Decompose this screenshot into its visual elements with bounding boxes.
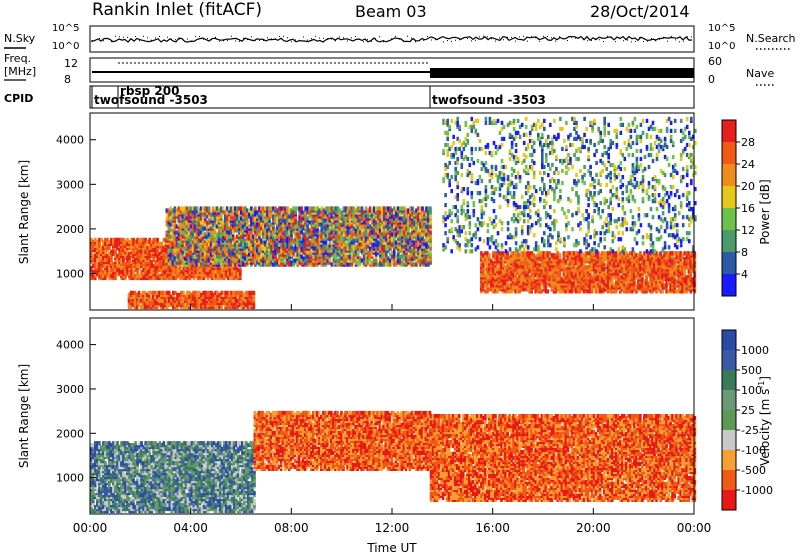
power-colorbar-label: Power [dB] xyxy=(758,179,772,244)
power-y-axis-label: Slant Range [km] xyxy=(17,160,31,264)
power-colorbar-tick-3: 16 xyxy=(741,202,755,215)
velocity-panel: 1000 2000 3000 4000 Slant Range [km] -1000 -… xyxy=(17,304,773,554)
power-colorbar-cell-3 xyxy=(722,208,736,230)
echo-region-4 xyxy=(442,117,696,254)
power-ytick-label-3: 4000 xyxy=(56,134,84,147)
velocity-colorbar-tick-6: 500 xyxy=(741,364,762,377)
power-colorbar-tick-1: 8 xyxy=(741,246,748,259)
xtick-label-5: 20:00 xyxy=(576,521,611,535)
velocity-ytick-label-3: 4000 xyxy=(56,339,84,352)
nave-tick-low: 0 xyxy=(708,73,715,86)
velocity-colorbar-tick-7: 1000 xyxy=(741,344,769,357)
nsky-tick-high: 10^5 xyxy=(52,23,79,34)
power-colorbar: 4 8 12 16 20 24 28 xyxy=(722,120,755,296)
xtick-label-3: 12:00 xyxy=(375,521,410,535)
power-heatmap xyxy=(90,117,697,309)
velocity-colorbar-cell-6 xyxy=(722,370,736,390)
echo-region-2 xyxy=(430,414,696,502)
freq-tick-low: 8 xyxy=(64,73,71,86)
cpid-entry-rbsp: rbsp 200 xyxy=(120,84,179,98)
noise-traces xyxy=(92,36,692,42)
velocity-colorbar-cell-3 xyxy=(722,430,736,450)
power-colorbar-cell-7 xyxy=(722,120,736,142)
nsearch-label: N.Search xyxy=(746,32,796,45)
velocity-colorbar-label-main: Velocity [m s xyxy=(758,389,772,466)
nsky-trace xyxy=(92,37,692,43)
power-panel: 1000 2000 3000 4000 Slant Range [km] 4 8 12 16… xyxy=(17,113,772,310)
velocity-ytick-label-0: 1000 xyxy=(56,472,84,485)
velocity-colorbar-cell-2 xyxy=(722,450,736,470)
power-colorbar-tick-5: 24 xyxy=(741,158,755,171)
power-colorbar-tick-2: 12 xyxy=(741,224,755,237)
cpid-label: CPID xyxy=(4,92,33,105)
velocity-colorbar-cell-7 xyxy=(722,350,736,370)
xtick-label-2: 08:00 xyxy=(274,521,309,535)
xtick-label-6: 00:00 xyxy=(677,521,712,535)
velocity-colorbar-cell-1 xyxy=(722,470,736,490)
freq-unit: [MHz] xyxy=(4,65,36,78)
power-colorbar-tick-4: 20 xyxy=(741,180,755,193)
xtick-label-0: 00:00 xyxy=(73,521,108,535)
nave-dense-block xyxy=(430,68,694,78)
cpid-entry-twofsound-2: twofsound -3503 xyxy=(432,93,546,107)
noise-panel: N.Sky 10^5 10^0 10^5 10^0 N.Search xyxy=(4,23,796,52)
power-colorbar-cell-2 xyxy=(722,230,736,252)
station-title: Rankin Inlet (fitACF) xyxy=(92,0,262,20)
velocity-heatmap xyxy=(90,411,696,513)
echo-region-1 xyxy=(128,291,255,309)
nave-label: Nave xyxy=(746,67,774,80)
velocity-colorbar-tick-0: -1000 xyxy=(741,484,773,497)
power-colorbar-cell-6 xyxy=(722,142,736,164)
velocity-colorbar-label-end: ] xyxy=(758,376,772,381)
power-colorbar-tick-6: 28 xyxy=(741,136,755,149)
velocity-colorbar-label: Velocity [m s-1] xyxy=(757,376,772,466)
nave-tick-high: 60 xyxy=(708,55,722,68)
nsearch-tick-high: 10^5 xyxy=(708,23,735,34)
freq-label: Freq. xyxy=(4,52,31,65)
echo-region-0 xyxy=(90,441,256,513)
velocity-y-axis-label: Slant Range [km] xyxy=(17,364,31,468)
velocity-colorbar-cell-0 xyxy=(722,490,736,510)
cpid-panel: CPID twofsound -3503 rbsp 200 twofsound … xyxy=(4,84,694,108)
power-colorbar-cell-5 xyxy=(722,164,736,186)
power-ytick-label-1: 2000 xyxy=(56,223,84,236)
freq-tick-high: 12 xyxy=(64,57,78,70)
time-x-axis-label: Time UT xyxy=(366,541,417,554)
nsearch-tick-low: 10^0 xyxy=(708,41,735,52)
echo-region-3 xyxy=(480,251,696,293)
velocity-colorbar-tick-4: 25 xyxy=(741,404,755,417)
power-ytick-label-2: 3000 xyxy=(56,178,84,191)
nsky-tick-low: 10^0 xyxy=(52,41,79,52)
xtick-label-4: 16:00 xyxy=(475,521,510,535)
velocity-colorbar-label-sup: -1 xyxy=(757,381,766,389)
nsky-label: N.Sky xyxy=(4,32,36,45)
velocity-colorbar-cell-8 xyxy=(722,330,736,350)
power-colorbar-tick-0: 4 xyxy=(741,268,748,281)
echo-region-1 xyxy=(254,411,432,471)
power-ytick-label-0: 1000 xyxy=(56,267,84,280)
power-colorbar-cell-4 xyxy=(722,186,736,208)
echo-region-2 xyxy=(166,206,432,266)
velocity-ytick-label-2: 3000 xyxy=(56,383,84,396)
power-colorbar-cell-1 xyxy=(722,252,736,274)
freq-panel: Freq. [MHz] 12 8 60 0 Nave xyxy=(4,52,776,86)
velocity-colorbar-tick-3: -25 xyxy=(741,424,759,437)
beam-label: Beam 03 xyxy=(355,2,427,21)
velocity-colorbar-cell-4 xyxy=(722,410,736,430)
xtick-label-1: 04:00 xyxy=(173,521,208,535)
date-label: 28/Oct/2014 xyxy=(590,2,690,21)
power-colorbar-cell-0 xyxy=(722,274,736,296)
velocity-ytick-label-1: 2000 xyxy=(56,427,84,440)
velocity-colorbar-cell-5 xyxy=(722,390,736,410)
